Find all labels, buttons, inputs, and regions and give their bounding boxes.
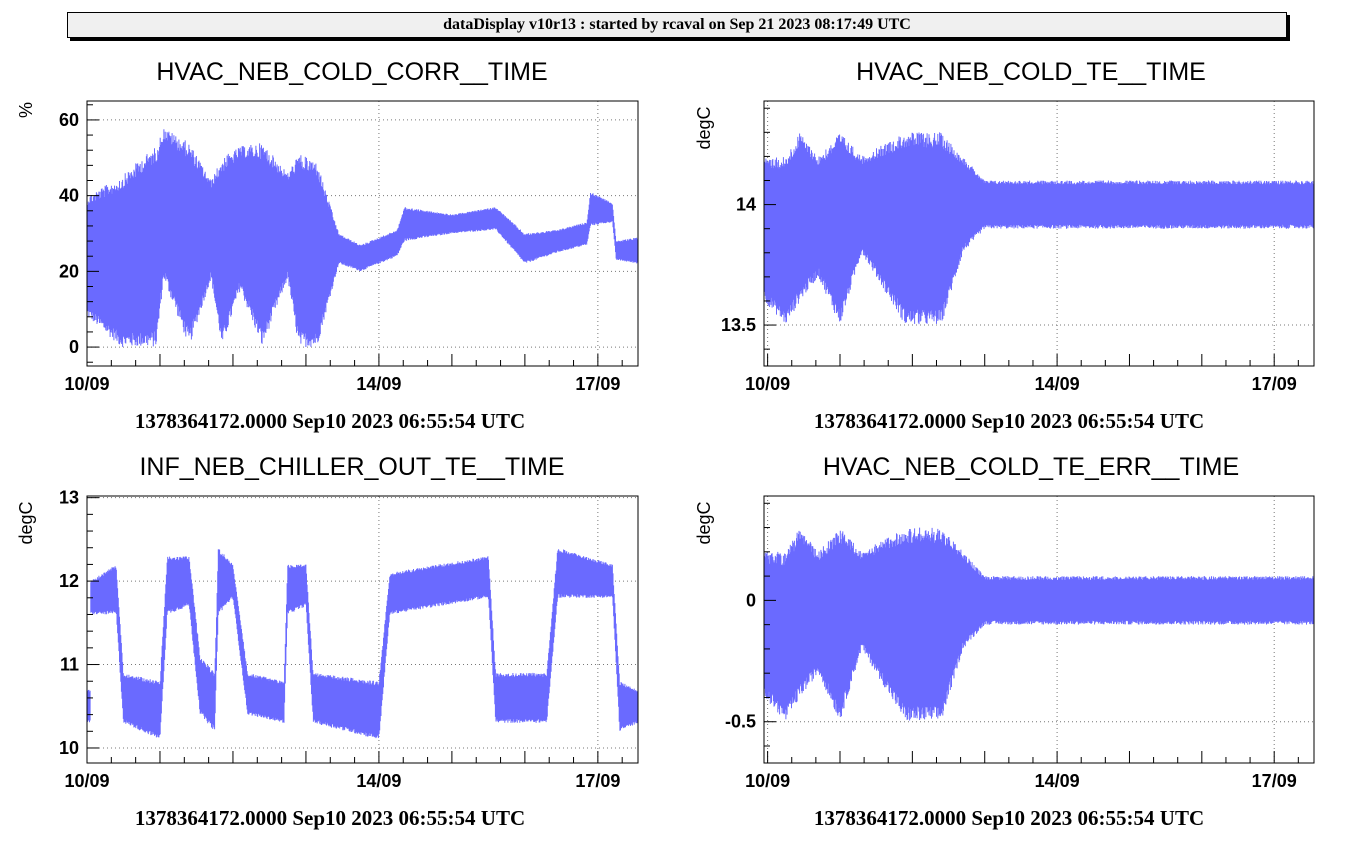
y-axis-label: degC — [694, 106, 714, 149]
data-series — [763, 132, 1315, 325]
chart-panel-1: HVAC_NEB_COLD_CORR__TIME% 0 20 40 60 10/09 14/… — [16, 58, 639, 433]
time-offset-footer: 1378364172.0000 Sep10 2023 06:55:54 UTC — [135, 806, 525, 830]
y-tick-label: -0.5 — [725, 712, 756, 732]
y-axis-label: degC — [16, 501, 36, 544]
y-axis-label: % — [16, 102, 36, 118]
y-tick-label: 60 — [59, 110, 79, 130]
x-tick-label: 17/09 — [575, 771, 620, 791]
window-title-bar: dataDisplay v10r13 : started by rcaval o… — [67, 12, 1287, 38]
x-tick-label: 10/09 — [64, 374, 109, 394]
x-tick-label: 10/09 — [64, 771, 109, 791]
x-tick-label: 14/09 — [1035, 771, 1080, 791]
y-tick-label: 0 — [746, 590, 756, 610]
data-series — [86, 129, 639, 347]
y-tick-label: 13 — [59, 488, 79, 508]
x-tick-label: 17/09 — [1252, 374, 1297, 394]
time-offset-footer: 1378364172.0000 Sep10 2023 06:55:54 UTC — [814, 409, 1204, 433]
chart-title: HVAC_NEB_COLD_TE_ERR__TIME — [823, 453, 1239, 481]
data-series — [86, 549, 639, 739]
y-axis-label: degC — [694, 501, 714, 544]
x-tick-label: 17/09 — [1252, 771, 1297, 791]
y-tick-label: 20 — [59, 261, 79, 281]
y-tick-label: 14 — [736, 195, 756, 215]
x-tick-label: 10/09 — [745, 374, 790, 394]
y-tick-label: 0 — [69, 337, 79, 357]
chart-title: HVAC_NEB_COLD_TE__TIME — [856, 58, 1206, 86]
chart-title: HVAC_NEB_COLD_CORR__TIME — [156, 58, 547, 86]
x-tick-label: 14/09 — [1035, 374, 1080, 394]
x-tick-label: 10/09 — [745, 771, 790, 791]
chart-panel-2: HVAC_NEB_COLD_TE__TIME degC 13.5 14 10/09 14/… — [694, 58, 1315, 433]
x-tick-label: 14/09 — [356, 771, 401, 791]
y-tick-label: 11 — [60, 655, 79, 675]
time-offset-footer: 1378364172.0000 Sep10 2023 06:55:54 UTC — [135, 409, 525, 433]
window-title: dataDisplay v10r13 : started by rcaval o… — [443, 16, 911, 33]
y-tick-label: 13.5 — [721, 315, 756, 335]
x-tick-label: 17/09 — [575, 374, 620, 394]
plot-frame — [86, 495, 639, 764]
x-tick-label: 14/09 — [356, 374, 401, 394]
y-tick-label: 40 — [59, 186, 79, 206]
plot-frame — [763, 495, 1315, 764]
y-tick-label: 12 — [59, 571, 79, 591]
chart-panel-3: INF_NEB_CHILLER_OUT_TE__TIME degC 10 11 12 13… — [16, 453, 639, 830]
plot-frame — [763, 100, 1315, 367]
plot-frame — [86, 100, 639, 367]
time-offset-footer: 1378364172.0000 Sep10 2023 06:55:54 UTC — [814, 806, 1204, 830]
y-tick-label: 10 — [59, 738, 79, 758]
data-series — [763, 527, 1315, 721]
chart-panel-4: HVAC_NEB_COLD_TE_ERR__TIME degC -0.5 0 10/09… — [694, 453, 1315, 830]
chart-title: INF_NEB_CHILLER_OUT_TE__TIME — [139, 453, 564, 481]
